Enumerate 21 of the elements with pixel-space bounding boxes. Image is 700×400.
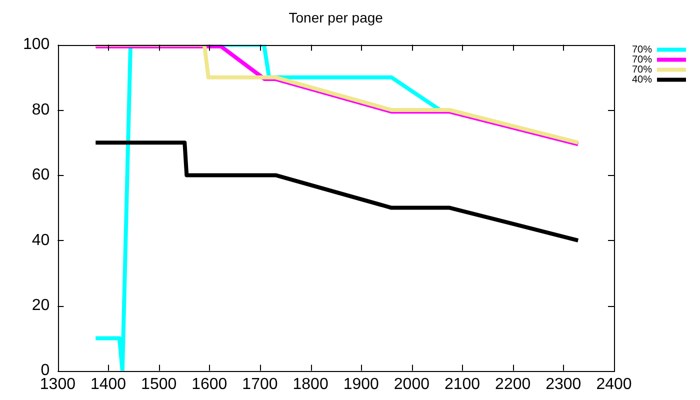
y-tick-label: 20 (32, 297, 50, 314)
x-tick-label: 1900 (343, 376, 380, 393)
x-tick-label: 2200 (495, 376, 531, 393)
legend-label: 40% (632, 74, 652, 86)
y-tick-label: 40 (32, 232, 50, 249)
y-tick-label: 60 (32, 166, 50, 184)
x-tick-label: 2000 (394, 376, 430, 393)
y-tick-label: 80 (32, 101, 50, 118)
x-tick-label: 2400 (596, 376, 632, 393)
x-tick-label: 1600 (192, 376, 228, 393)
x-tick-label: 2100 (444, 376, 480, 393)
y-tick-label: 100 (22, 36, 50, 54)
x-tick-label: 1700 (242, 376, 278, 393)
chart-title: Toner per page (288, 9, 384, 26)
x-tick-label: 1400 (90, 376, 126, 393)
legend-label: 70% (632, 44, 652, 56)
legend-label: 70% (632, 54, 652, 66)
x-tick-label: 1500 (141, 376, 177, 393)
legend-label: 70% (632, 64, 652, 76)
x-tick-label: 1800 (292, 376, 328, 393)
x-tick-label: 2300 (546, 376, 582, 393)
